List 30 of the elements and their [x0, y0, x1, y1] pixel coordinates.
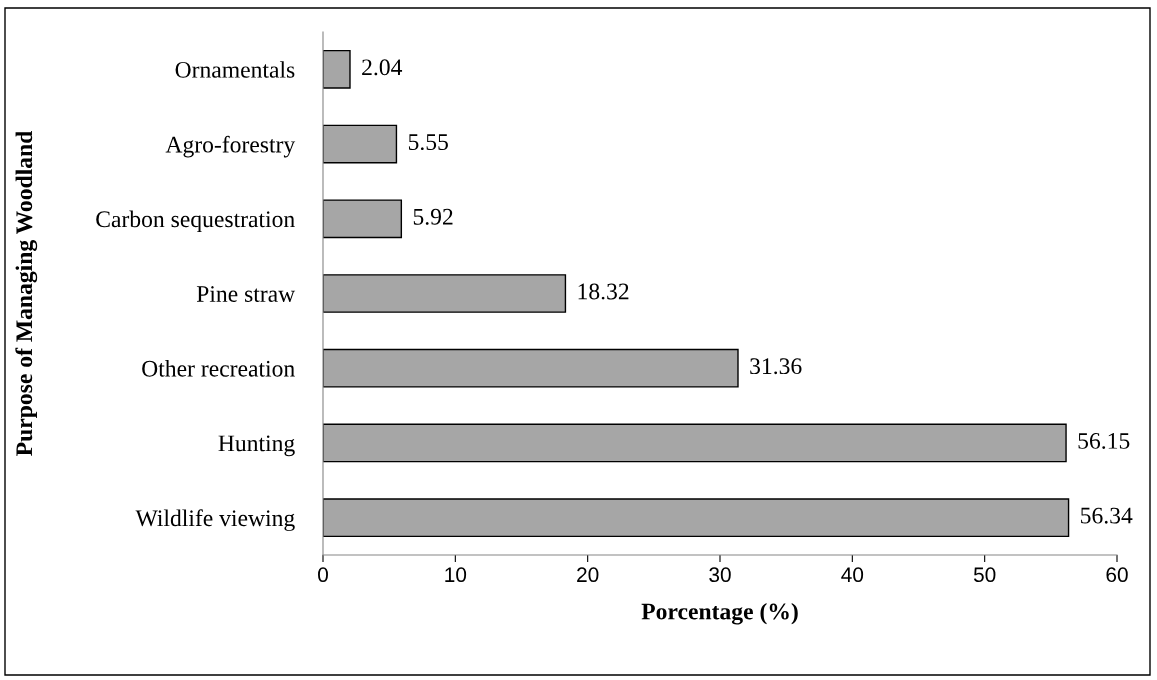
x-tick-label: 40 — [841, 567, 864, 583]
x-axis-title: Porcentage (%) — [641, 602, 798, 625]
x-tick-label: 0 — [318, 567, 328, 583]
bar — [323, 348, 739, 388]
x-tick-label: 20 — [577, 567, 599, 583]
x-tick-label: 60 — [1106, 567, 1128, 583]
x-tick-label: 10 — [445, 567, 467, 583]
x-tick-label: 50 — [973, 567, 996, 583]
data-label: 31.36 — [750, 358, 802, 375]
data-label: 5.55 — [408, 134, 448, 151]
data-label: 56.34 — [1081, 507, 1133, 524]
data-label: 18.32 — [578, 283, 629, 300]
y-tick-label: Hunting — [218, 435, 295, 457]
data-label: 56.15 — [1078, 432, 1130, 449]
y-tick-label: Pine straw — [196, 286, 296, 302]
bar — [323, 274, 567, 313]
y-tick-label: Carbon sequestration — [96, 210, 295, 233]
x-tick-label: 30 — [709, 567, 731, 583]
y-tick-label: Agro-forestry — [165, 135, 296, 158]
data-label: 5.92 — [413, 208, 453, 225]
y-tick-label: Ornamentals — [175, 61, 295, 78]
y-axis-title: Purpose of Managing Woodland — [15, 130, 38, 456]
bar — [323, 498, 1070, 538]
data-label: 2.04 — [362, 59, 403, 76]
y-tick-label: Other recreation — [142, 360, 295, 377]
y-tick-label: Wildlife viewing — [135, 509, 295, 532]
bar — [323, 199, 403, 239]
bar — [323, 423, 1067, 463]
bar — [323, 124, 398, 164]
bar — [323, 49, 351, 89]
